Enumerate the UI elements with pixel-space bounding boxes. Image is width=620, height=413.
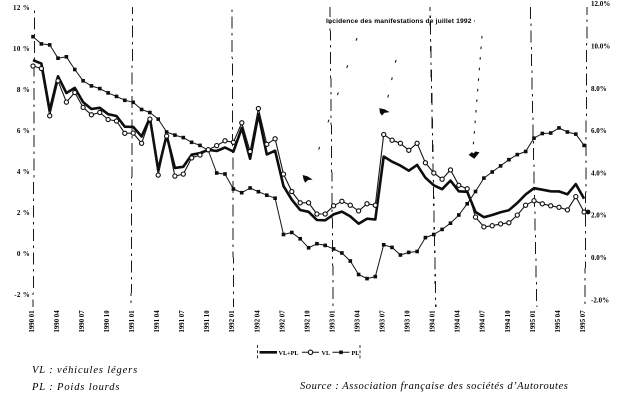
svg-text:1994 10: 1994 10	[505, 310, 512, 333]
svg-text:1994 01: 1994 01	[430, 310, 437, 333]
svg-text:Incidence des manifestations d: Incidence des manifestations de juillet …	[326, 18, 476, 25]
svg-text:-2.0%: -2.0%	[591, 296, 609, 304]
svg-text:1994 04: 1994 04	[455, 310, 462, 333]
svg-text:1990 07: 1990 07	[79, 310, 86, 333]
svg-text:VL: VL	[322, 350, 331, 357]
svg-text:1992 04: 1992 04	[254, 310, 261, 333]
svg-text:1990 04: 1990 04	[54, 310, 61, 333]
svg-text:1990 10: 1990 10	[104, 310, 111, 333]
svg-text:2.0%: 2.0%	[591, 212, 607, 220]
svg-text:4.0%: 4.0%	[591, 169, 607, 177]
svg-text:PL: PL	[352, 350, 360, 357]
svg-text:1991 04: 1991 04	[154, 310, 161, 333]
svg-text:6.0%: 6.0%	[591, 127, 607, 135]
svg-text:1993 07: 1993 07	[380, 310, 387, 333]
svg-text:8.0%: 8.0%	[591, 85, 607, 93]
svg-text:4 %: 4 %	[17, 168, 30, 176]
svg-text:1993 01: 1993 01	[329, 310, 336, 333]
svg-text:6 %: 6 %	[17, 127, 30, 135]
svg-text:2 %: 2 %	[17, 209, 30, 217]
svg-text:1995 07: 1995 07	[580, 310, 587, 333]
svg-text:0 %: 0 %	[17, 250, 30, 258]
svg-text:1990 01: 1990 01	[29, 310, 36, 333]
svg-text:1993 10: 1993 10	[405, 310, 412, 333]
svg-text:1995 04: 1995 04	[555, 310, 562, 333]
svg-text:VL+PL: VL+PL	[279, 350, 299, 357]
svg-text:1992 10: 1992 10	[304, 310, 311, 333]
svg-text:1991 07: 1991 07	[179, 310, 186, 333]
svg-text:1991 01: 1991 01	[129, 310, 136, 333]
svg-text:1992 07: 1992 07	[279, 310, 286, 333]
svg-text:12 %: 12 %	[13, 4, 30, 12]
svg-text:1991 10: 1991 10	[204, 310, 211, 333]
svg-text:1993 04: 1993 04	[355, 310, 362, 333]
svg-text:1992 01: 1992 01	[229, 310, 236, 333]
svg-text:-2 %: -2 %	[14, 291, 30, 299]
svg-text:8 %: 8 %	[17, 86, 30, 94]
svg-text:1995 01: 1995 01	[530, 310, 537, 333]
svg-text:10.0%: 10.0%	[591, 43, 610, 51]
svg-text:12.0%: 12.0%	[591, 0, 610, 8]
svg-text:1994 07: 1994 07	[480, 310, 487, 333]
svg-text:0.0%: 0.0%	[591, 254, 607, 262]
svg-text:10 %: 10 %	[13, 45, 30, 53]
